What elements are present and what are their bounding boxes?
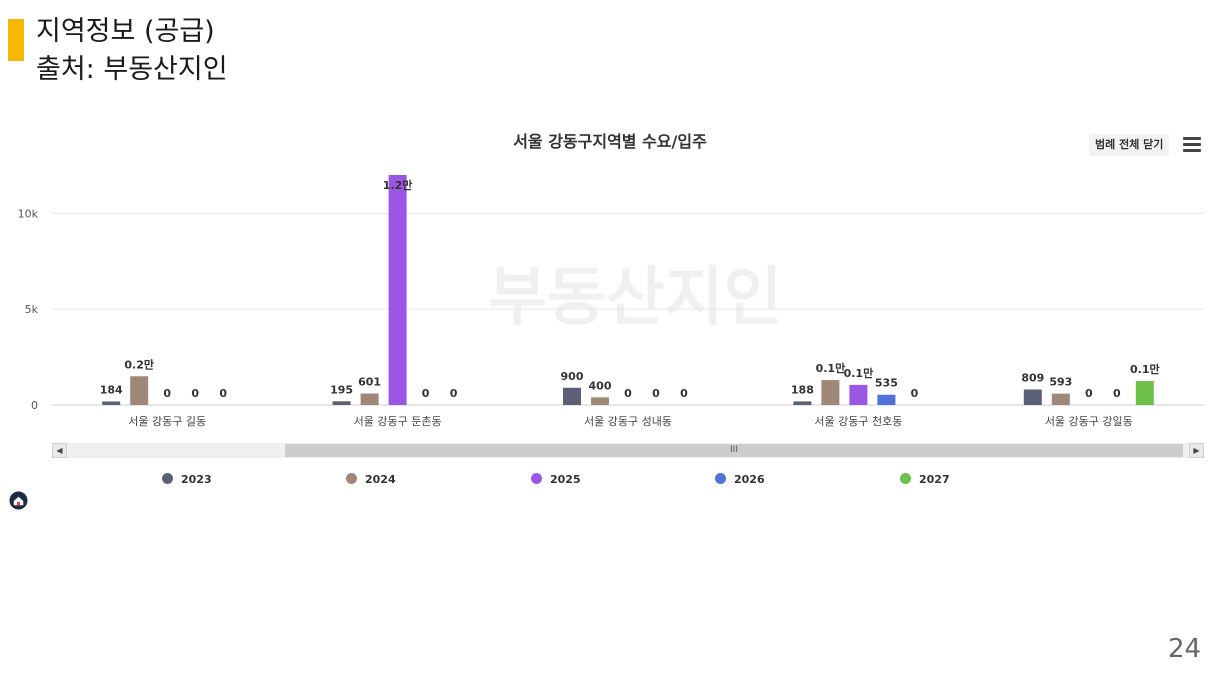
data-label-2025-2: 0 — [624, 387, 632, 400]
data-label-2024-4: 593 — [1049, 376, 1072, 389]
bar-2023-2[interactable] — [563, 387, 581, 405]
data-label-2025-1: 1.2만 — [383, 178, 413, 192]
bar-2023-1[interactable] — [332, 401, 351, 405]
legend-dot-icon — [900, 473, 911, 484]
chart-title: 서울 강동구지역별 수요/입주 — [513, 132, 707, 151]
bar-2024-2[interactable] — [591, 397, 609, 405]
bar-2024-0[interactable] — [130, 376, 149, 405]
data-label-2027-1: 0 — [450, 387, 458, 400]
legend-toggle-button[interactable]: 범례 전체 닫기 — [1089, 134, 1170, 156]
bar-2023-3[interactable] — [793, 401, 812, 405]
y-tick-label: 0 — [31, 399, 38, 412]
x-tick-label: 서울 강동구 천호동 — [814, 414, 902, 428]
x-tick-label: 서울 강동구 길동 — [128, 415, 206, 428]
data-label-2025-0: 0 — [163, 387, 171, 400]
legend-dot-icon — [715, 473, 726, 484]
data-label-2026-2: 0 — [652, 387, 660, 400]
data-label-2026-3: 535 — [875, 377, 898, 390]
data-label-2024-2: 400 — [589, 379, 612, 392]
legend-dot-icon — [162, 473, 173, 484]
bar-2024-1[interactable] — [360, 393, 379, 405]
x-tick-label: 서울 강동구 강일동 — [1045, 414, 1133, 428]
data-label-2023-3: 188 — [791, 383, 814, 396]
chart-legend: 2023 2024 2025 2026 2027 — [0, 471, 1216, 491]
home-logo-icon — [9, 491, 28, 510]
legend-label: 2027 — [919, 473, 950, 486]
page-subtitle: 출처: 부동산지인 — [36, 54, 228, 85]
bar-2025-3[interactable] — [849, 384, 868, 405]
data-label-2023-2: 900 — [561, 370, 584, 383]
horizontal-scrollbar[interactable]: ◀ III ▶ — [52, 443, 1204, 458]
bar-2024-3[interactable] — [821, 380, 840, 405]
legend-item-2026[interactable]: 2026 — [715, 471, 765, 489]
legend-label: 2026 — [734, 473, 765, 486]
legend-item-2025[interactable]: 2025 — [531, 471, 581, 489]
data-label-2026-1: 0 — [422, 387, 430, 400]
data-label-2027-0: 0 — [219, 387, 227, 400]
x-tick-label: 서울 강동구 성내동 — [584, 415, 672, 428]
data-label-2027-2: 0 — [680, 387, 688, 400]
bar-2023-4[interactable] — [1023, 389, 1042, 405]
bar-2026-3[interactable] — [877, 394, 896, 405]
data-label-2025-3: 0.1만 — [844, 366, 874, 380]
bar-2025-1[interactable] — [388, 175, 407, 405]
data-label-2023-4: 809 — [1021, 371, 1044, 384]
scroll-right-button[interactable]: ▶ — [1189, 443, 1204, 458]
y-tick-label: 5k — [25, 303, 39, 316]
data-label-2026-0: 0 — [191, 387, 199, 400]
data-label-2023-0: 184 — [100, 383, 123, 396]
y-tick-label: 10k — [18, 207, 39, 220]
legend-dot-icon — [531, 473, 542, 484]
bar-2024-4[interactable] — [1051, 393, 1070, 405]
data-label-2024-3: 0.1만 — [816, 361, 846, 375]
legend-item-2024[interactable]: 2024 — [346, 471, 396, 489]
scrollbar-thumb[interactable]: III — [285, 444, 1183, 457]
legend-dot-icon — [346, 473, 357, 484]
bar-2023-0[interactable] — [102, 401, 121, 405]
page-title: 지역정보 (공급) — [36, 16, 215, 47]
title-accent-bar — [8, 19, 24, 61]
page-number: 24 — [1168, 634, 1202, 664]
legend-label: 2023 — [181, 473, 212, 486]
data-label-2024-1: 601 — [358, 375, 381, 388]
legend-item-2027[interactable]: 2027 — [900, 471, 950, 489]
legend-label: 2024 — [365, 473, 396, 486]
data-label-2026-4: 0 — [1113, 387, 1121, 400]
data-label-2025-4: 0 — [1085, 387, 1093, 400]
x-tick-label: 서울 강동구 둔촌동 — [354, 415, 442, 428]
data-label-2023-1: 195 — [330, 383, 353, 396]
hamburger-menu-icon[interactable] — [1183, 137, 1201, 152]
data-label-2027-4: 0.1만 — [1130, 362, 1160, 376]
data-label-2027-3: 0 — [911, 387, 919, 400]
scroll-left-button[interactable]: ◀ — [52, 443, 67, 458]
bar-2027-4[interactable] — [1135, 381, 1154, 405]
data-label-2024-0: 0.2만 — [124, 357, 154, 371]
legend-item-2023[interactable]: 2023 — [162, 471, 212, 489]
legend-label: 2025 — [550, 473, 581, 486]
